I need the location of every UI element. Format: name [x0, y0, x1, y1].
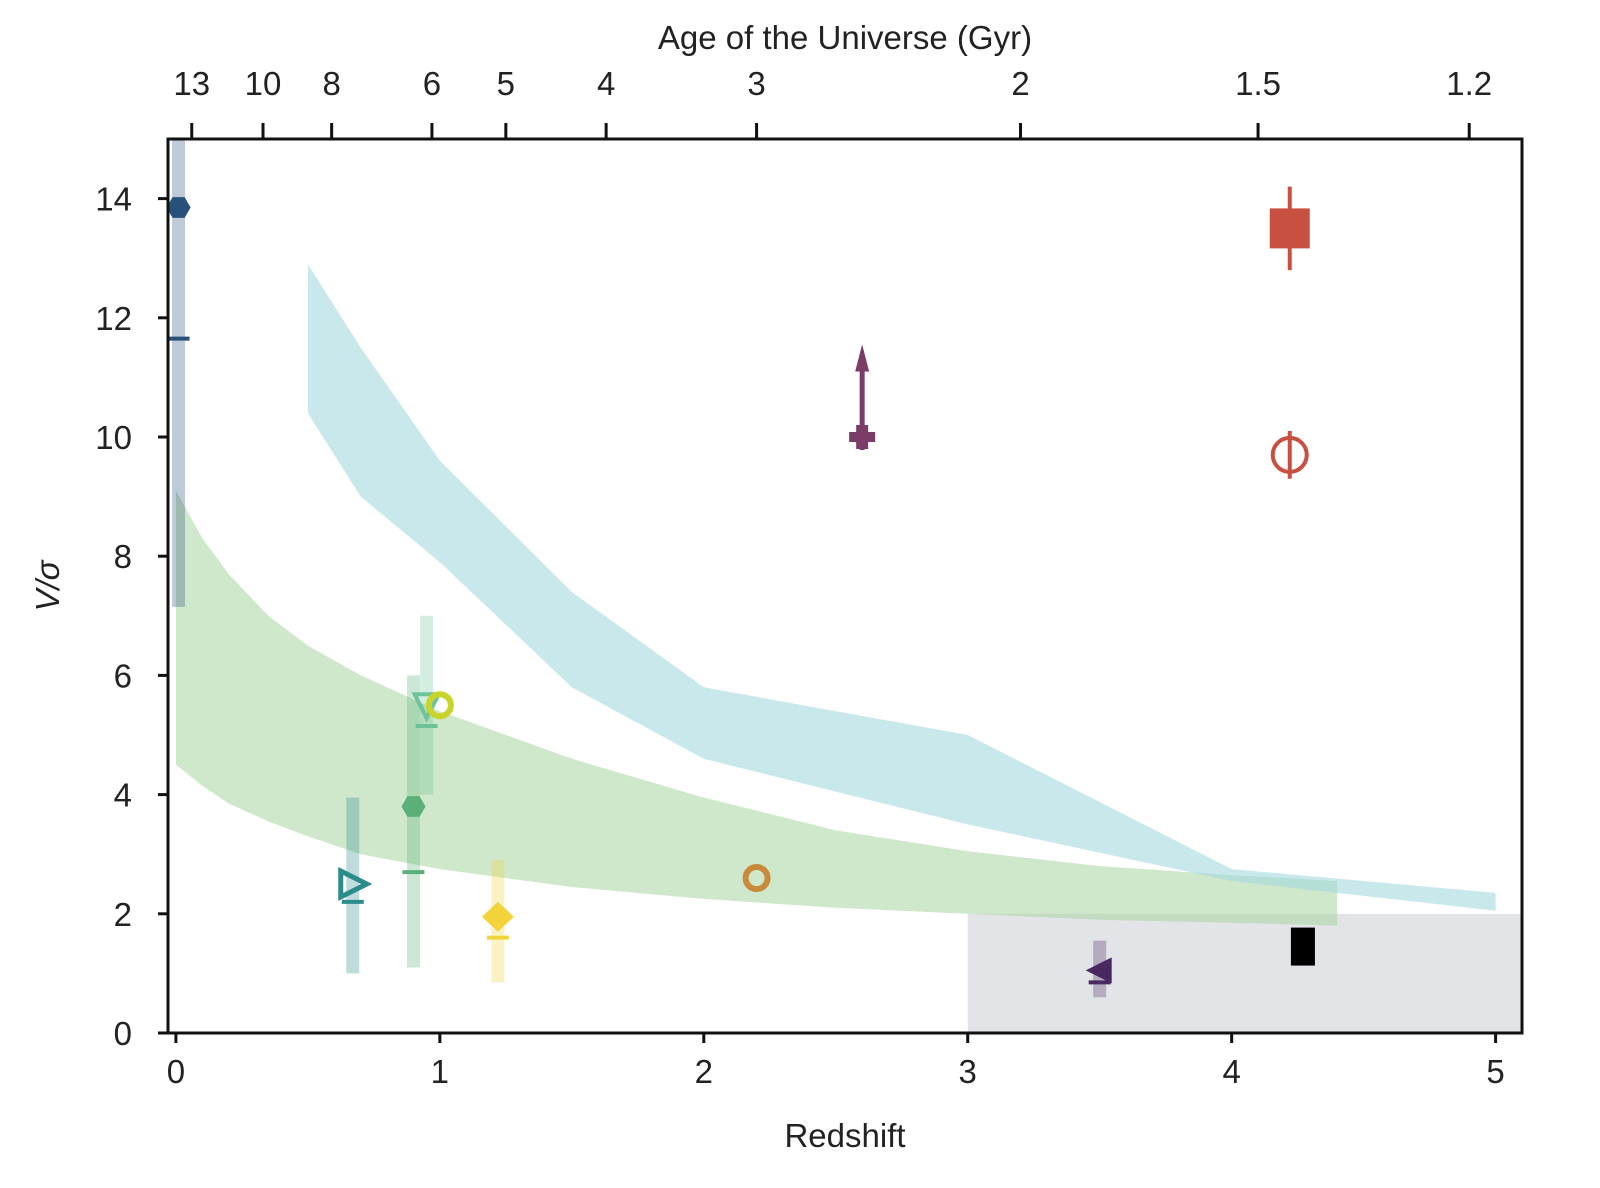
y-tick-label: 2: [114, 896, 132, 933]
x-tick-label: 0: [167, 1053, 185, 1090]
data-point-10: [1269, 186, 1310, 271]
circle-marker: [742, 864, 771, 893]
point-layer: [166, 139, 1315, 998]
top-tick-label: 6: [423, 65, 441, 102]
top-tick-label: 5: [497, 65, 515, 102]
data-point-1: [166, 139, 191, 607]
top-tick-label: 1.2: [1446, 65, 1492, 102]
x-axis-title: Redshift: [784, 1117, 905, 1154]
band-1: [175, 490, 1338, 926]
top-axis: 13 10 8 6 5 4 3 2 1.5 1.2: [173, 65, 1492, 139]
y-tick-label: 14: [95, 181, 132, 218]
rect-marker: [1290, 927, 1315, 966]
top-tick-label: 4: [597, 65, 615, 102]
hexagon-marker: [401, 796, 426, 817]
triangle-left-marker: [1085, 957, 1112, 984]
y-axis: 0 2 4 6 8 10 12 14: [95, 181, 168, 1052]
data-point-9: [1085, 940, 1112, 998]
top-tick-label: 3: [747, 65, 765, 102]
x-tick-label: 5: [1486, 1053, 1504, 1090]
x-tick-label: 1: [431, 1053, 449, 1090]
y-tick-label: 12: [95, 300, 132, 337]
plot-frame: [166, 137, 1524, 1035]
top-tick-label: 1.5: [1235, 65, 1281, 102]
y-tick-label: 4: [114, 777, 132, 814]
circle-marker: [425, 691, 454, 720]
shaded-region-layer: [967, 913, 1522, 1033]
band-2: [307, 264, 1496, 911]
upper-arrow-head: [855, 344, 870, 372]
data-point-3: [401, 675, 426, 968]
top-axis-title: Age of the Universe (Gyr): [658, 19, 1032, 56]
data-point-5: [425, 691, 454, 720]
x-tick-label: 2: [695, 1053, 713, 1090]
data-point-8: [849, 344, 876, 450]
x-axis: 0 1 2 3 4 5: [167, 1033, 1505, 1090]
square-marker: [1269, 208, 1310, 249]
band-layer: [175, 264, 1496, 926]
data-point-12: [1290, 927, 1315, 966]
top-tick-label: 2: [1011, 65, 1029, 102]
shaded-region: [967, 913, 1522, 1033]
data-point-11: [1270, 431, 1309, 479]
data-point-2: [338, 797, 373, 974]
y-tick-label: 10: [95, 419, 132, 456]
data-point-7: [742, 864, 771, 893]
y-tick-label: 0: [114, 1015, 132, 1052]
data-point-6: [481, 860, 514, 983]
triangle-right-marker: [338, 866, 373, 902]
top-tick-label: 13: [173, 65, 210, 102]
diamond-marker: [481, 901, 514, 932]
y-axis-title: V/σ: [29, 559, 66, 611]
circle-marker: [1270, 435, 1309, 474]
y-tick-label: 6: [114, 657, 132, 694]
top-tick-label: 10: [245, 65, 282, 102]
plus-marker-v: [856, 425, 869, 449]
y-tick-label: 8: [114, 538, 132, 575]
top-tick-label: 8: [322, 65, 340, 102]
x-tick-label: 3: [959, 1053, 977, 1090]
hexagon-marker: [166, 197, 191, 218]
triangle-down-marker: [411, 692, 442, 723]
x-tick-label: 4: [1222, 1053, 1240, 1090]
